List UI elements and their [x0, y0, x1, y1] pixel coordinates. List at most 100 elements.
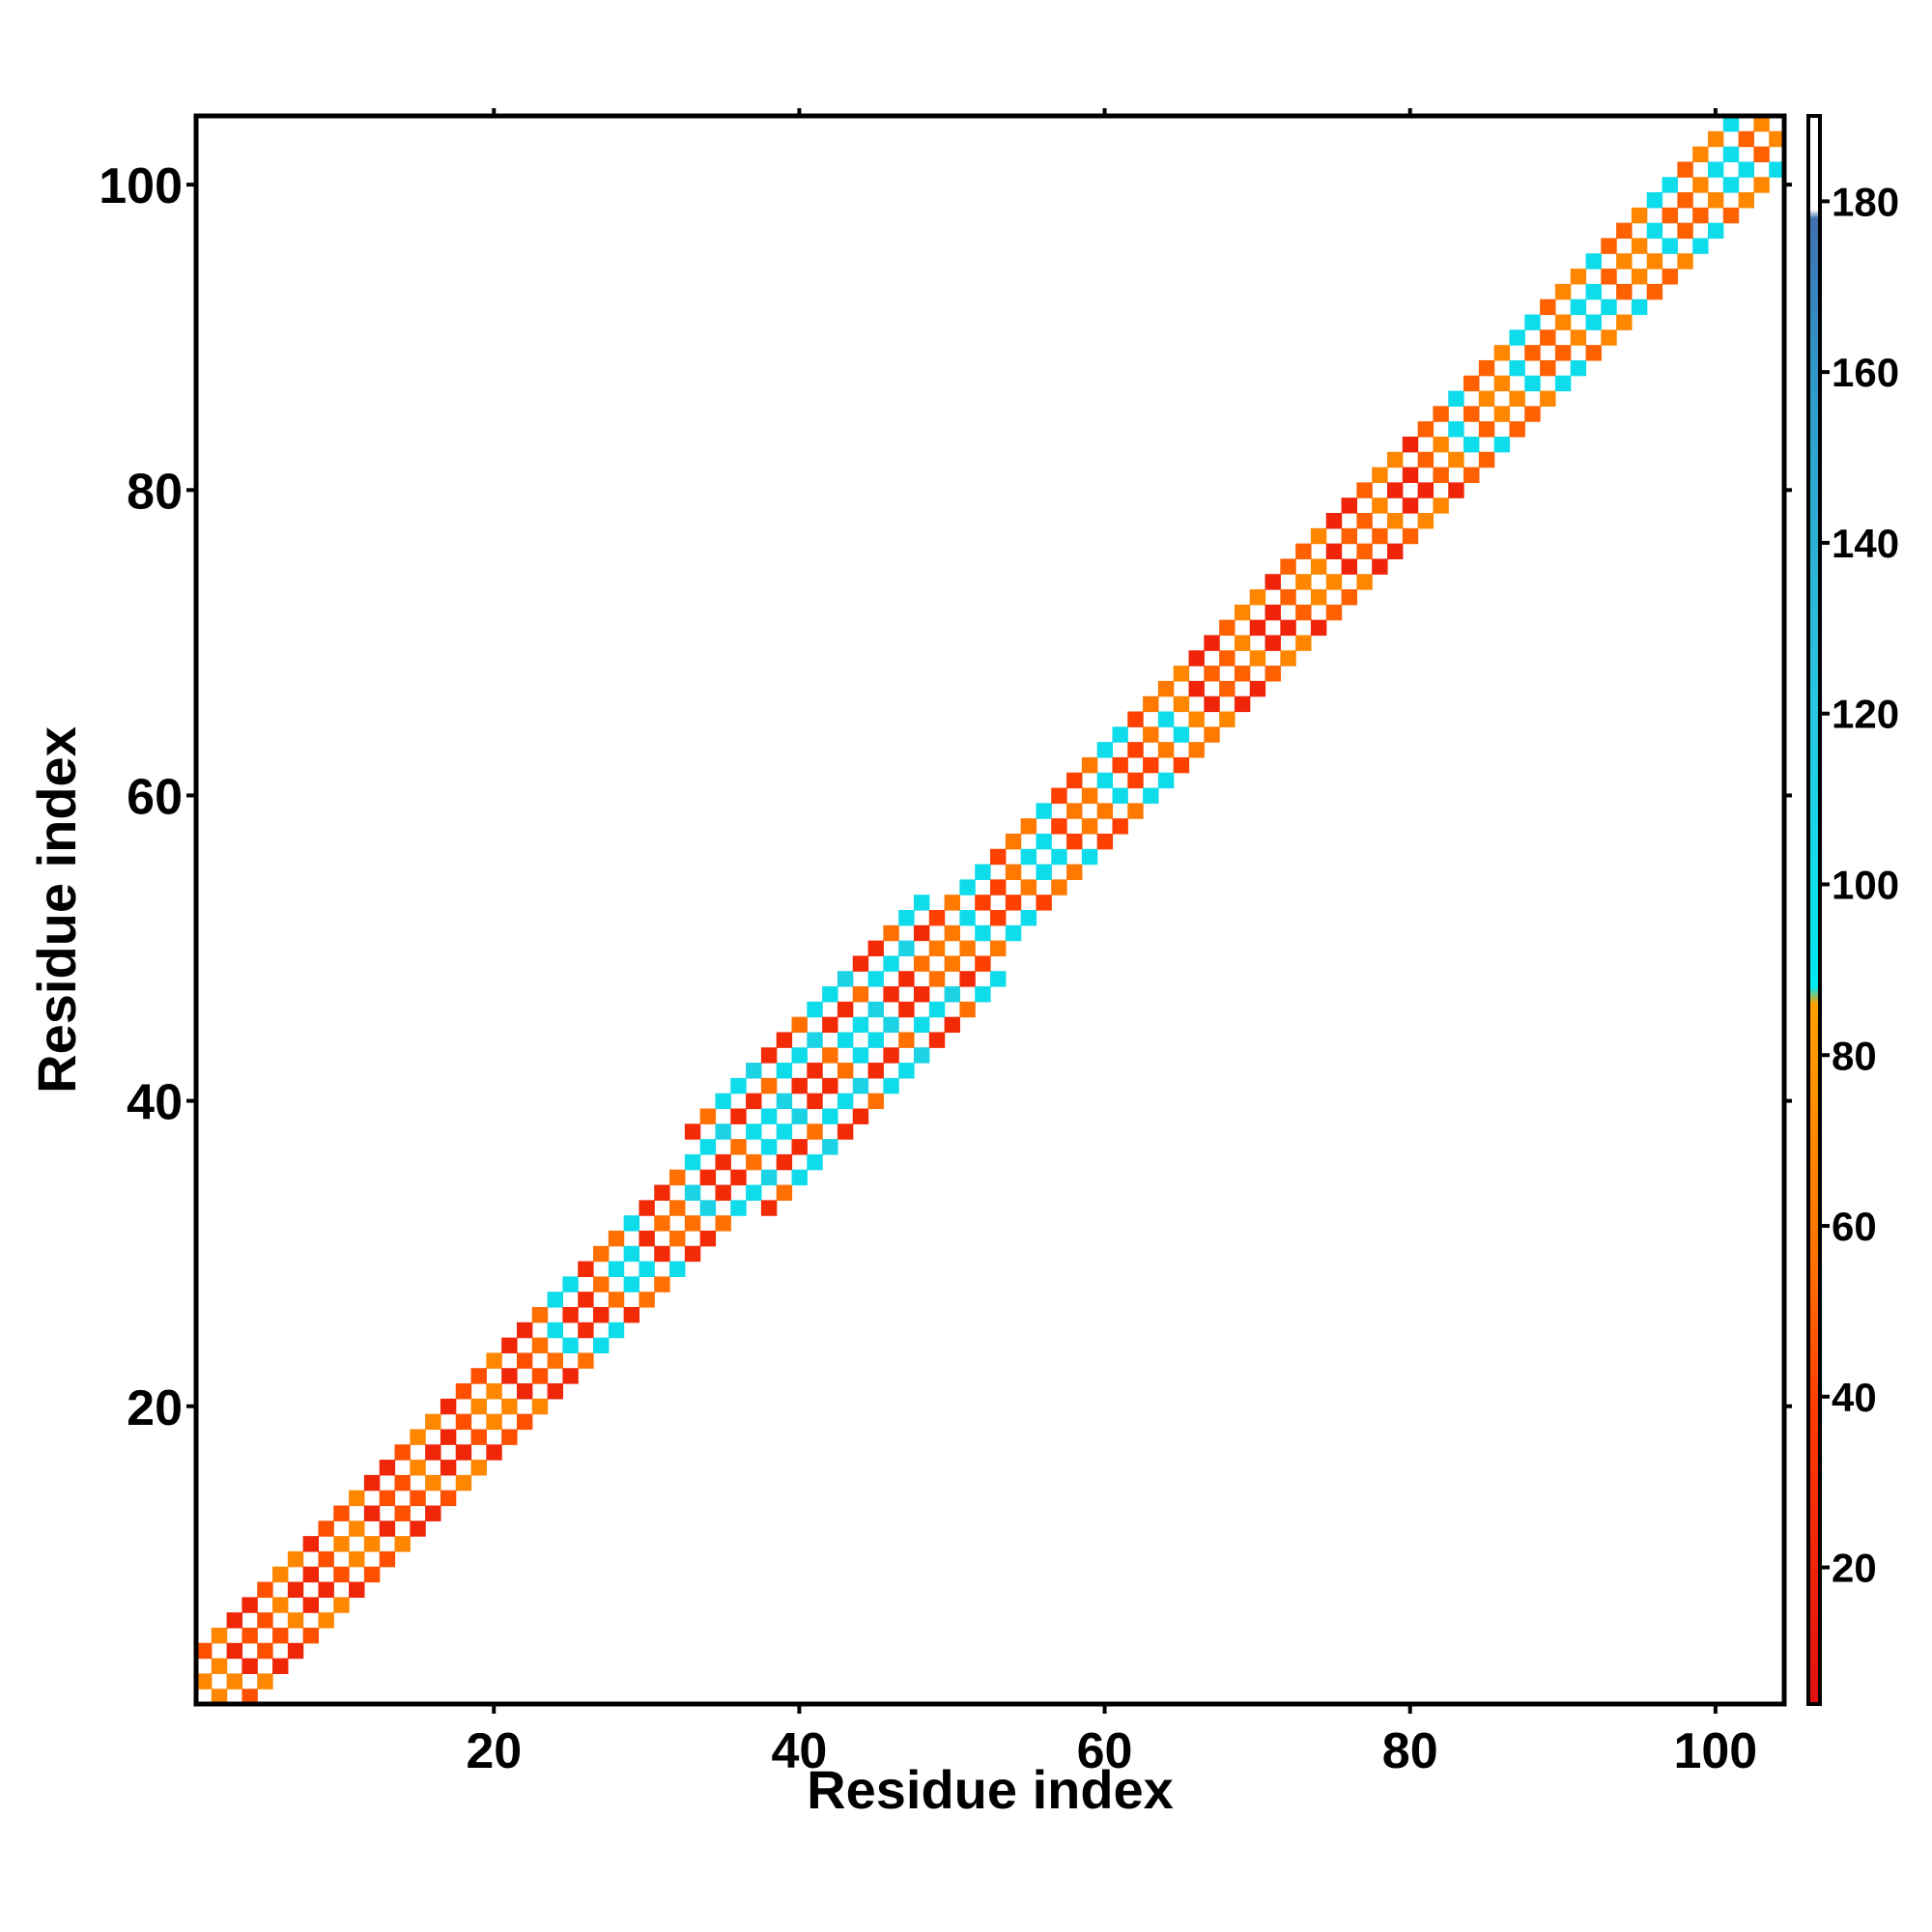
heatmap-cell [1387, 513, 1404, 529]
heatmap-cell [944, 1016, 960, 1034]
heatmap-cell [1280, 619, 1296, 637]
heatmap-cell [959, 1001, 976, 1018]
heatmap-cell [944, 986, 960, 1003]
heatmap-cell [1493, 406, 1511, 422]
heatmap-cell [1646, 283, 1663, 300]
heatmap-cell [1188, 680, 1205, 697]
heatmap-cell [1722, 207, 1740, 224]
heatmap-cell [944, 924, 960, 942]
y-tick-label: 20 [127, 1380, 183, 1436]
heatmap-cell [1295, 574, 1312, 590]
heatmap-cell [379, 1520, 396, 1537]
heatmap-cell [562, 1368, 579, 1384]
heatmap-cell [1173, 666, 1190, 682]
heatmap-cell [455, 1383, 472, 1400]
heatmap-cell [226, 1642, 243, 1660]
heatmap-cell [898, 971, 915, 987]
heatmap-cell [883, 924, 899, 942]
heatmap-cell [807, 1153, 823, 1171]
heatmap-cell [1143, 787, 1159, 804]
heatmap-cell [699, 1200, 717, 1216]
heatmap-cell [1692, 177, 1709, 193]
heatmap-cell [730, 1169, 747, 1186]
heatmap-cell [1493, 375, 1511, 392]
heatmap-cell [1081, 818, 1098, 835]
heatmap-cell [516, 1352, 533, 1369]
heatmap-cell [822, 1108, 838, 1124]
heatmap-cell [425, 1413, 441, 1431]
heatmap-cell [1493, 436, 1511, 453]
heatmap-cell [928, 940, 946, 957]
heatmap-cell [975, 895, 991, 911]
heatmap-cell [883, 1016, 899, 1034]
heatmap-cell [852, 1047, 869, 1064]
heatmap-cell [1295, 635, 1312, 651]
heatmap-cell [501, 1368, 518, 1384]
heatmap-cell [302, 1536, 320, 1552]
colorbar-gradient [1806, 114, 1822, 1706]
heatmap-cell [578, 1352, 594, 1369]
heatmap-cell [760, 1139, 778, 1155]
heatmap-cell [746, 1153, 762, 1171]
heatmap-cell [1081, 756, 1098, 774]
heatmap-cell [349, 1520, 365, 1537]
heatmap-cell [410, 1429, 426, 1445]
heatmap-cell [1096, 772, 1114, 789]
heatmap-cell [699, 1108, 717, 1124]
heatmap-cell [1601, 269, 1617, 285]
heatmap-cell [1540, 359, 1556, 377]
heatmap-cell [990, 879, 1007, 895]
heatmap-cell [1066, 803, 1083, 819]
heatmap-cell [1219, 619, 1236, 637]
plot-frame [193, 113, 1787, 1707]
heatmap-cell [287, 1581, 304, 1598]
heatmap-cell [333, 1597, 350, 1613]
heatmap-cell [791, 1169, 808, 1186]
heatmap-cell [1448, 451, 1464, 469]
heatmap-cell [1051, 848, 1067, 866]
heatmap-cell [1020, 818, 1037, 835]
heatmap-cell [1616, 283, 1633, 300]
heatmap-cell [410, 1520, 426, 1537]
heatmap-cell [1127, 803, 1144, 819]
heatmap-cell [1096, 742, 1114, 758]
heatmap-cell [1372, 527, 1388, 545]
heatmap-cell [1677, 161, 1693, 178]
heatmap-cell [1631, 298, 1648, 316]
heatmap-cell [608, 1230, 625, 1247]
heatmap-cell [608, 1321, 625, 1339]
x-tick-label: 100 [1673, 1723, 1757, 1779]
heatmap-cell [1509, 421, 1525, 438]
heatmap-cell [975, 986, 991, 1003]
heatmap-cell [944, 895, 960, 911]
heatmap-cell [455, 1444, 472, 1461]
heatmap-cell [242, 1689, 258, 1705]
heatmap-cell [1157, 680, 1175, 697]
heatmap-cell [684, 1245, 701, 1263]
colorbar-tick-label: 100 [1832, 862, 1899, 907]
x-tick-label: 80 [1382, 1723, 1438, 1779]
heatmap-cell [1005, 895, 1022, 911]
colorbar-tick-label: 80 [1832, 1033, 1877, 1078]
heatmap-cell [1356, 543, 1373, 560]
heatmap-cell [837, 1032, 854, 1048]
heatmap-cell [1005, 833, 1022, 850]
heatmap-cell [776, 1153, 793, 1171]
heatmap-cell [1234, 666, 1251, 682]
heatmap-cell [1616, 222, 1633, 240]
heatmap-cell [883, 1047, 899, 1064]
heatmap-cell [547, 1292, 563, 1308]
heatmap-cell [501, 1337, 518, 1354]
heatmap-cell [867, 1001, 884, 1018]
heatmap-cell [654, 1276, 670, 1293]
heatmap-cell [807, 1063, 823, 1079]
heatmap-cell [1601, 298, 1617, 316]
heatmap-cell [1662, 238, 1678, 254]
heatmap-cell [1157, 711, 1175, 727]
heatmap-cell [1463, 436, 1480, 453]
heatmap-cell [501, 1429, 518, 1445]
heatmap-cell [242, 1658, 258, 1674]
heatmap-cell [1387, 543, 1404, 560]
heatmap-cell [1280, 589, 1296, 606]
heatmap-cell [1417, 482, 1435, 498]
